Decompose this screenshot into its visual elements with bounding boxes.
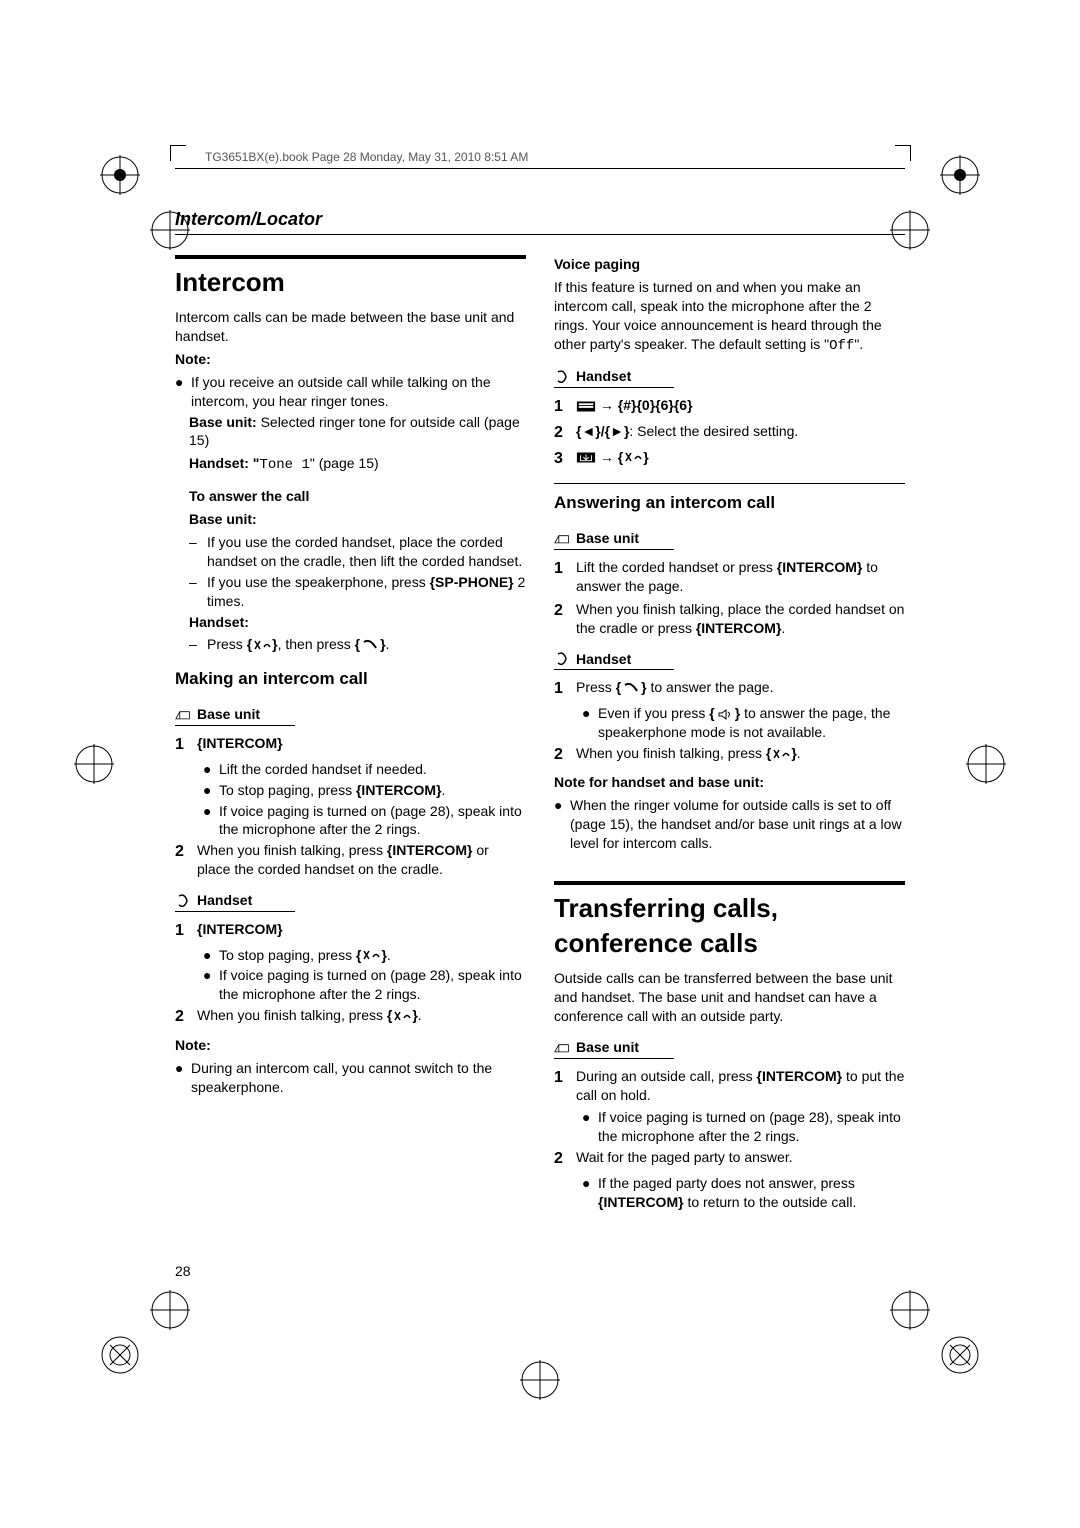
page-content: TG3651BX(e).book Page 28 Monday, May 31,… bbox=[175, 150, 905, 1214]
reg-mark-mid-right bbox=[966, 744, 1006, 784]
answering-call-heading: Answering an intercom call bbox=[554, 492, 905, 515]
handset-icon bbox=[175, 894, 191, 907]
reg-mark-top-right bbox=[940, 155, 980, 195]
voice-paging-text: If this feature is turned on and when yo… bbox=[554, 278, 905, 356]
reg-mark-bot-right bbox=[940, 1335, 980, 1375]
book-header: TG3651BX(e).book Page 28 Monday, May 31,… bbox=[205, 150, 905, 164]
handset-pill-2: Handset bbox=[554, 367, 674, 388]
base-unit-pill: Base unit bbox=[175, 705, 295, 726]
transferring-heading-1: Transferring calls, bbox=[554, 891, 905, 926]
talk-icon bbox=[360, 639, 380, 652]
transferring-heading-2: conference calls bbox=[554, 926, 905, 961]
answer-dash-1: If you use the corded handset, place the… bbox=[207, 533, 526, 571]
ans-hs-1: Press {} to answer the page. bbox=[576, 678, 905, 700]
voice-paging-heading: Voice paging bbox=[554, 255, 905, 274]
handset-icon bbox=[554, 652, 570, 665]
m1-bullet-1: Lift the corded handset if needed. bbox=[219, 760, 526, 779]
off-icon bbox=[771, 748, 791, 761]
save-icon bbox=[576, 451, 596, 464]
base-unit-icon bbox=[554, 1041, 570, 1054]
reg-mark-top-left bbox=[100, 155, 140, 195]
tc-step-1: During an outside call, press {INTERCOM}… bbox=[576, 1067, 905, 1105]
handset-pill: Handset bbox=[175, 891, 295, 912]
reg-mark-bot-left bbox=[100, 1335, 140, 1375]
ans-hs-1-bullet: Even if you press {} to answer the page,… bbox=[598, 704, 905, 742]
handset-press-line: Press {}, then press {}. bbox=[207, 635, 526, 654]
section-title: Intercom/Locator bbox=[175, 209, 905, 235]
left-column: Intercom Intercom calls can be made betw… bbox=[175, 255, 526, 1214]
off-icon bbox=[623, 451, 643, 464]
h2-text: When you finish talking, press {}. bbox=[197, 1006, 526, 1028]
base-unit-icon bbox=[175, 708, 191, 721]
tc-step-2: Wait for the paged party to answer. bbox=[576, 1148, 905, 1170]
note-2-bullet: During an intercom call, you cannot swit… bbox=[191, 1059, 526, 1097]
intercom-heading: Intercom bbox=[175, 265, 526, 300]
handset-pill-3: Handset bbox=[554, 650, 674, 671]
ans-base-2: When you finish talking, place the corde… bbox=[576, 600, 905, 638]
note-bullet: If you receive an outside call while tal… bbox=[191, 373, 526, 411]
note-handset-base-bullet: When the ringer volume for outside calls… bbox=[570, 796, 905, 853]
reg-mark-mid-left bbox=[74, 744, 114, 784]
header-rule bbox=[175, 168, 905, 169]
off-icon bbox=[392, 1010, 412, 1023]
reg-mark-bot-left-inner bbox=[150, 1290, 190, 1330]
intercom-key: {INTERCOM} bbox=[197, 735, 283, 751]
handset-icon bbox=[554, 370, 570, 383]
intercom-key-2: {INTERCOM} bbox=[197, 921, 283, 937]
h1-bullet-1: To stop paging, press {}. bbox=[219, 946, 526, 965]
base-unit-ringer: Base unit: Selected ringer tone for outs… bbox=[189, 413, 526, 451]
making-call-heading: Making an intercom call bbox=[175, 668, 526, 691]
off-icon bbox=[361, 949, 381, 962]
handset-label: Handset: bbox=[189, 613, 526, 632]
reg-mark-bot-center bbox=[520, 1360, 560, 1400]
base-unit-pill-2: Base unit bbox=[554, 529, 674, 550]
ans-hs-2: When you finish talking, press {}. bbox=[576, 744, 905, 766]
step-3-keys: → {} bbox=[576, 448, 905, 470]
answer-call-heading: To answer the call bbox=[189, 487, 526, 506]
h1-bullet-2: If voice paging is turned on (page 28), … bbox=[219, 966, 526, 1004]
reg-mark-bot-right-inner bbox=[890, 1290, 930, 1330]
answer-dash-2: If you use the speakerphone, press {SP-P… bbox=[207, 573, 526, 611]
note-handset-base-heading: Note for handset and base unit: bbox=[554, 773, 905, 792]
ans-base-1: Lift the corded handset or press {INTERC… bbox=[576, 558, 905, 596]
note-2-label: Note: bbox=[175, 1036, 526, 1055]
m1-bullet-2: To stop paging, press {INTERCOM}. bbox=[219, 781, 526, 800]
off-icon bbox=[252, 639, 272, 652]
step-2-text: {◄}/{►}: Select the desired setting. bbox=[576, 422, 905, 444]
page-number: 28 bbox=[175, 1263, 191, 1279]
transferring-intro: Outside calls can be transferred between… bbox=[554, 969, 905, 1026]
base-unit-pill-3: Base unit bbox=[554, 1038, 674, 1059]
base-unit-label: Base unit: bbox=[189, 510, 526, 529]
right-column: Voice paging If this feature is turned o… bbox=[554, 255, 905, 1214]
base-unit-icon bbox=[554, 532, 570, 545]
talk-icon bbox=[621, 682, 641, 695]
m2-text: When you finish talking, press {INTERCOM… bbox=[197, 841, 526, 879]
intercom-intro: Intercom calls can be made between the b… bbox=[175, 308, 526, 346]
menu-icon bbox=[576, 400, 596, 413]
tc-step-1-bullet: If voice paging is turned on (page 28), … bbox=[598, 1108, 905, 1146]
tc-step-2-bullet: If the paged party does not answer, pres… bbox=[598, 1174, 905, 1212]
m1-bullet-3: If voice paging is turned on (page 28), … bbox=[219, 802, 526, 840]
speaker-icon bbox=[715, 708, 735, 721]
step-1-keys: → {#}{0}{6}{6} bbox=[576, 396, 905, 418]
handset-tone: Handset: "Tone 1" (page 15) bbox=[189, 454, 526, 475]
note-label: Note: bbox=[175, 350, 526, 369]
